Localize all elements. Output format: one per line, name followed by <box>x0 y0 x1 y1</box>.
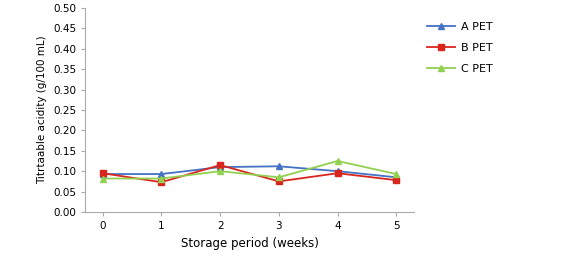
A PET <box>276 165 282 168</box>
C PET <box>276 176 282 179</box>
B PET <box>334 172 341 175</box>
C PET <box>99 177 106 180</box>
A PET <box>393 176 400 179</box>
Line: C PET: C PET <box>100 158 399 182</box>
Line: A PET: A PET <box>100 163 399 180</box>
B PET <box>276 180 282 183</box>
X-axis label: Storage period (weeks): Storage period (weeks) <box>180 237 319 250</box>
Y-axis label: Titrtaable acidity (g/100 mL): Titrtaable acidity (g/100 mL) <box>37 36 47 184</box>
Line: B PET: B PET <box>100 162 399 185</box>
A PET <box>217 166 223 169</box>
A PET <box>158 173 165 176</box>
C PET <box>158 177 165 180</box>
A PET <box>99 173 106 176</box>
B PET <box>393 179 400 182</box>
A PET <box>334 170 341 173</box>
C PET <box>393 173 400 176</box>
B PET <box>158 181 165 184</box>
C PET <box>334 160 341 163</box>
B PET <box>217 164 223 167</box>
B PET <box>99 172 106 175</box>
Legend: A PET, B PET, C PET: A PET, B PET, C PET <box>423 17 497 79</box>
C PET <box>217 170 223 173</box>
